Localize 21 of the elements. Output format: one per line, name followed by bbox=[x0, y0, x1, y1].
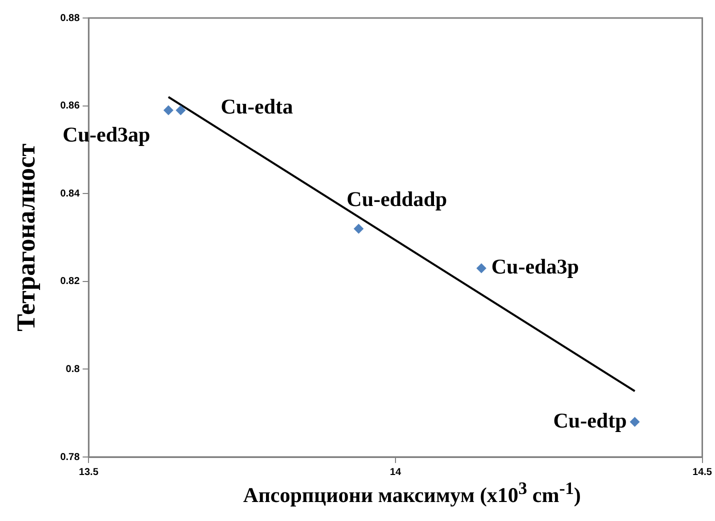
y-axis-title: Тетрагоналност bbox=[11, 143, 40, 332]
x-tick-label: 14 bbox=[390, 466, 402, 478]
y-tick-label: 0.8 bbox=[66, 364, 80, 375]
point bbox=[476, 263, 486, 274]
point bbox=[354, 224, 364, 234]
point bbox=[630, 416, 640, 427]
annotation: Cu-eda3p bbox=[491, 254, 579, 279]
annotation: Cu-ed3ap bbox=[62, 122, 150, 147]
y-tick-label: 0.84 bbox=[60, 188, 80, 200]
annotation: Cu-edta bbox=[220, 94, 294, 119]
y-tick-label: 0.88 bbox=[60, 12, 80, 24]
y-tick-label: 0.78 bbox=[60, 452, 80, 463]
annotation: Cu-edtp bbox=[553, 408, 627, 432]
x-tick-label: 13.5 bbox=[78, 466, 99, 478]
x-axis-title: Апсорпциони максимум (x10$^{3}$ cm$^{-1}$) bbox=[242, 478, 582, 508]
y-tick-label: 0.86 bbox=[60, 100, 80, 112]
point bbox=[163, 105, 174, 116]
point bbox=[176, 105, 186, 116]
y-tick-label: 0.82 bbox=[60, 276, 80, 288]
x-tick-label: 14.5 bbox=[692, 466, 712, 478]
annotation: Cu-eddadp bbox=[346, 187, 448, 212]
